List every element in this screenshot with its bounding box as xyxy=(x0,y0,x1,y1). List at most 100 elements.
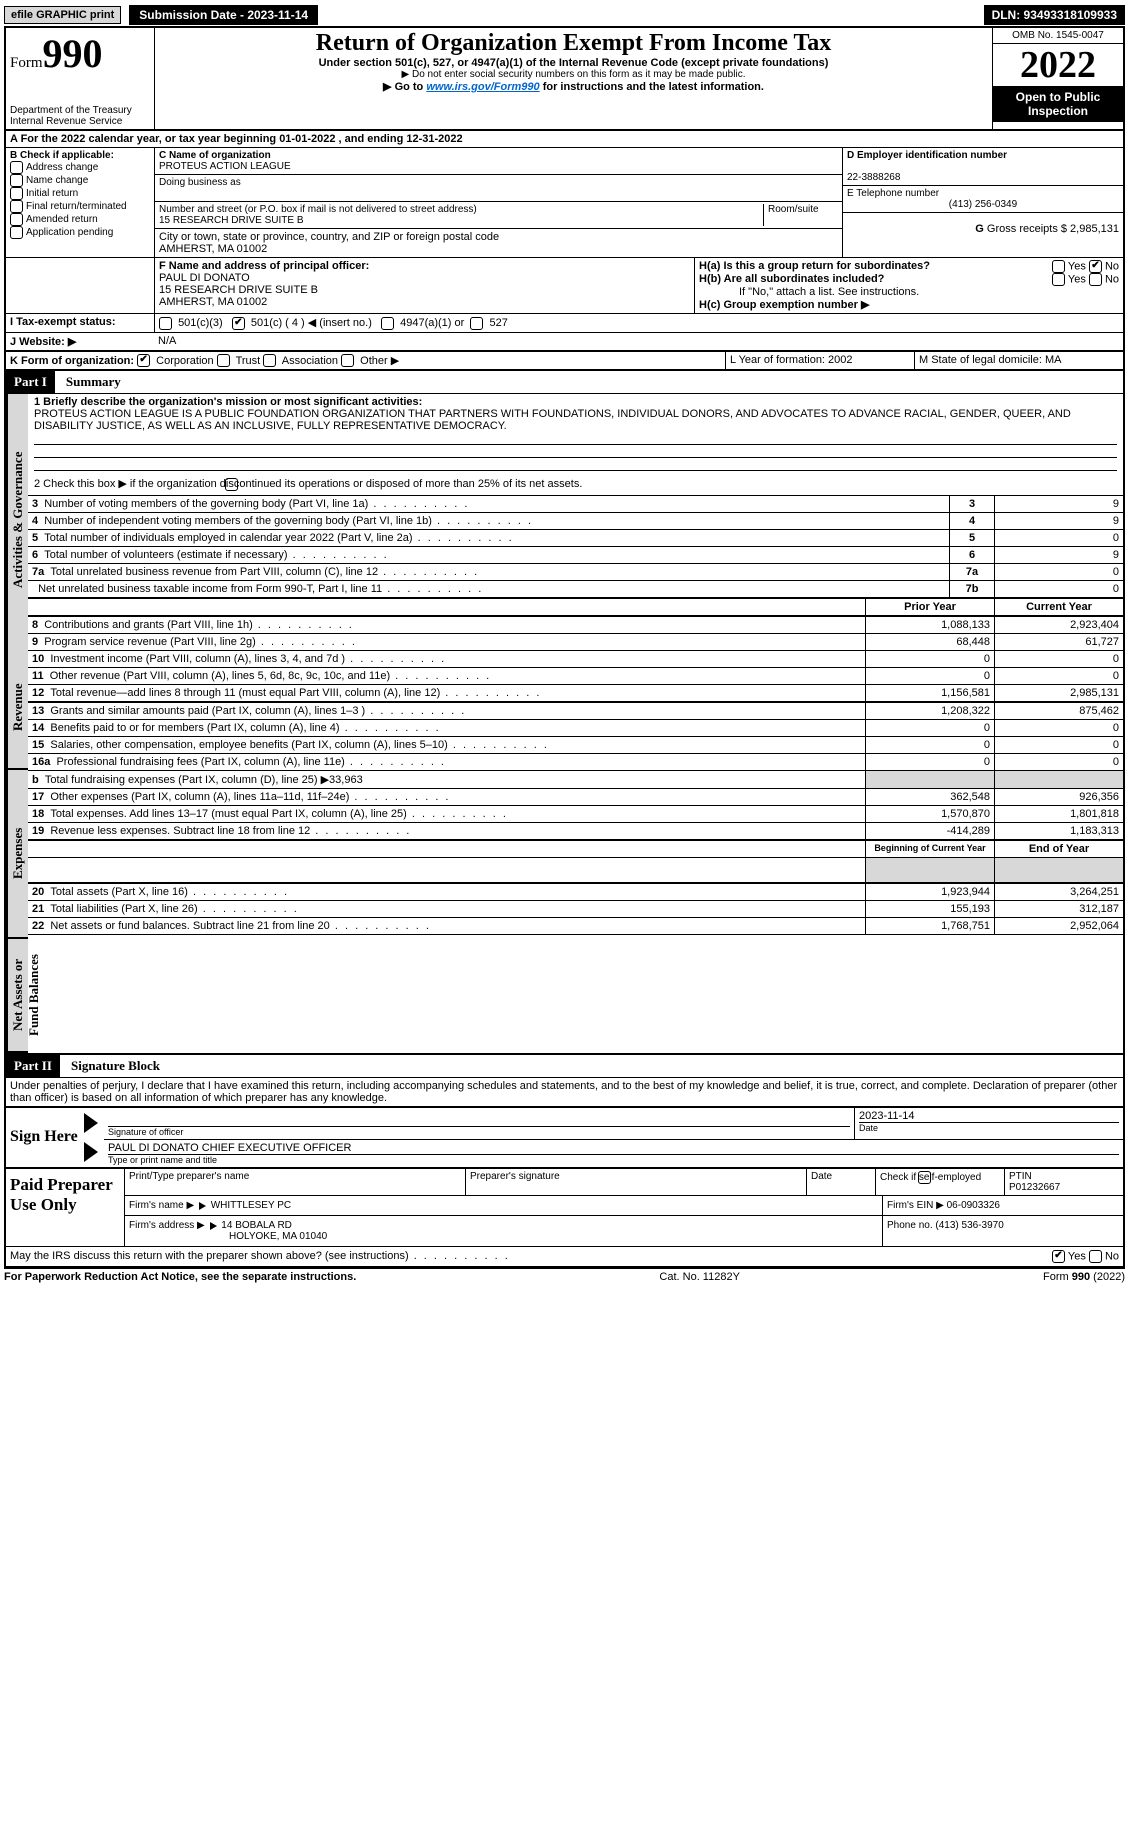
hb-no[interactable] xyxy=(1089,273,1102,286)
table-row: 20 Total assets (Part X, line 16)1,923,9… xyxy=(28,883,1123,900)
checkbox-initial[interactable] xyxy=(10,187,23,200)
b-item: Name change xyxy=(10,174,150,187)
website-value: N/A xyxy=(154,333,180,350)
table-row: 18 Total expenses. Add lines 13–17 (must… xyxy=(28,805,1123,822)
k-other[interactable] xyxy=(341,354,354,367)
hc-label: H(c) Group exemption number ▶ xyxy=(699,298,1119,311)
table-row: 21 Total liabilities (Part X, line 26)15… xyxy=(28,900,1123,917)
part1-header-row: Part I Summary xyxy=(4,371,1125,394)
l2-checkbox[interactable] xyxy=(225,478,238,491)
tab-net-assets: Net Assets or Fund Balances xyxy=(6,939,28,1053)
k-trust[interactable] xyxy=(217,354,230,367)
b-item: Final return/terminated xyxy=(10,200,150,213)
footer-left: For Paperwork Reduction Act Notice, see … xyxy=(4,1271,356,1283)
city-label: City or town, state or province, country… xyxy=(159,231,499,243)
l-label: L Year of formation: 2002 xyxy=(725,352,914,370)
footer-mid: Cat. No. 11282Y xyxy=(659,1271,740,1283)
firm-phone-label: Phone no. xyxy=(887,1220,933,1231)
dept-1: Department of the Treasury xyxy=(10,105,150,116)
b-item: Address change xyxy=(10,161,150,174)
paid-preparer-label: Paid Preparer Use Only xyxy=(6,1169,125,1246)
col-current-year: Current Year xyxy=(995,598,1124,615)
efile-label: efile GRAPHIC print xyxy=(4,6,121,24)
arrow-icon xyxy=(84,1142,98,1162)
firm-name-label: Firm's name ▶ xyxy=(129,1200,194,1211)
i-4947[interactable] xyxy=(381,317,394,330)
checkbox-final[interactable] xyxy=(10,200,23,213)
k-label: K Form of organization: xyxy=(10,355,134,367)
form-number: 990 xyxy=(43,31,103,76)
table-row: 5 Total number of individuals employed i… xyxy=(28,529,1123,546)
f-label: F Name and address of principal officer: xyxy=(159,260,369,272)
part1-label: Part I xyxy=(6,371,55,393)
k-corp[interactable] xyxy=(137,354,150,367)
hb-yes[interactable] xyxy=(1052,273,1065,286)
officer-addr1: 15 RESEARCH DRIVE SUITE B xyxy=(159,284,318,296)
dept-2: Internal Revenue Service xyxy=(10,116,150,127)
i-opt1: 501(c)(3) xyxy=(178,317,223,329)
ptin-label: PTIN xyxy=(1009,1171,1032,1182)
discuss-no[interactable] xyxy=(1089,1250,1102,1263)
l2-text: 2 Check this box ▶ if the organization d… xyxy=(34,478,582,490)
net-header: Beginning of Current YearEnd of Year xyxy=(28,840,1123,883)
checkbox-name[interactable] xyxy=(10,174,23,187)
submission-date: Submission Date - 2023-11-14 xyxy=(129,5,318,25)
discuss-text: May the IRS discuss this return with the… xyxy=(10,1250,409,1262)
i-501c[interactable] xyxy=(232,317,245,330)
sig-date-label: Date xyxy=(859,1122,1119,1133)
k-opt: Association xyxy=(282,355,338,367)
type-name-label: Type or print name and title xyxy=(108,1154,1119,1165)
self-employed-checkbox[interactable] xyxy=(918,1171,931,1184)
officer-addr2: AMHERST, MA 01002 xyxy=(159,296,267,308)
checkbox-pending[interactable] xyxy=(10,226,23,239)
ha-no[interactable] xyxy=(1089,260,1102,273)
col-eoy: End of Year xyxy=(995,840,1124,857)
i-opt4: 527 xyxy=(489,317,507,329)
instructions-link[interactable]: www.irs.gov/Form990 xyxy=(426,81,539,93)
g-label: G xyxy=(975,223,984,235)
checkbox-address[interactable] xyxy=(10,161,23,174)
open-to-public: Open to Public Inspection xyxy=(993,86,1123,122)
no-label: No xyxy=(1105,260,1119,272)
k-opt: Trust xyxy=(236,355,261,367)
part2-header-row: Part II Signature Block xyxy=(4,1053,1125,1078)
i-527[interactable] xyxy=(470,317,483,330)
firm-addr1: 14 BOBALA RD xyxy=(221,1220,292,1231)
triangle-icon xyxy=(210,1222,217,1230)
table-row: Net unrelated business taxable income fr… xyxy=(28,580,1123,597)
b-label: Final return/terminated xyxy=(26,201,127,212)
k-assoc[interactable] xyxy=(263,354,276,367)
footer-right: Form 990 (2022) xyxy=(1043,1271,1125,1283)
table-row: 10 Investment income (Part VIII, column … xyxy=(28,650,1123,667)
line-1: 1 Briefly describe the organization's mi… xyxy=(28,394,1123,473)
pp-sig-label: Preparer's signature xyxy=(466,1169,807,1195)
line-j: J Website: ▶ N/A xyxy=(4,333,1125,352)
form-title: Return of Organization Exempt From Incom… xyxy=(161,30,986,57)
page-footer: For Paperwork Reduction Act Notice, see … xyxy=(4,1268,1125,1283)
line-i: I Tax-exempt status: 501(c)(3) 501(c) ( … xyxy=(4,314,1125,333)
yes-label: Yes xyxy=(1068,273,1086,285)
i-501c3[interactable] xyxy=(159,317,172,330)
ha-yes[interactable] xyxy=(1052,260,1065,273)
b-item: Application pending xyxy=(10,226,150,239)
k-opt: Other ▶ xyxy=(360,355,399,367)
line-2: 2 Check this box ▶ if the organization d… xyxy=(28,473,1123,495)
room-label: Room/suite xyxy=(768,204,819,215)
section-bcdefg: B Check if applicable: Address change Na… xyxy=(4,148,1125,258)
discuss-yes[interactable] xyxy=(1052,1250,1065,1263)
paid-preparer-block: Paid Preparer Use Only Print/Type prepar… xyxy=(4,1169,1125,1247)
arrow-icon xyxy=(84,1113,98,1133)
goto-b: for instructions and the latest informat… xyxy=(540,81,764,93)
firm-phone: (413) 536-3970 xyxy=(935,1220,1003,1231)
line-a: A For the 2022 calendar year, or tax yea… xyxy=(4,131,1125,148)
revenue-header: Prior YearCurrent Year xyxy=(28,598,1123,616)
checkbox-amended[interactable] xyxy=(10,213,23,226)
officer-name-title: PAUL DI DONATO CHIEF EXECUTIVE OFFICER xyxy=(108,1142,1119,1154)
b-item: Initial return xyxy=(10,187,150,200)
mission-text: PROTEUS ACTION LEAGUE IS A PUBLIC FOUNDA… xyxy=(34,408,1071,432)
sign-here-block: Sign Here Signature of officer 2023-11-1… xyxy=(4,1108,1125,1169)
part2-label: Part II xyxy=(6,1055,60,1077)
line-klm: K Form of organization: Corporation Trus… xyxy=(4,352,1125,372)
omb-number: OMB No. 1545-0047 xyxy=(993,28,1123,44)
table-row: 22 Net assets or fund balances. Subtract… xyxy=(28,917,1123,934)
